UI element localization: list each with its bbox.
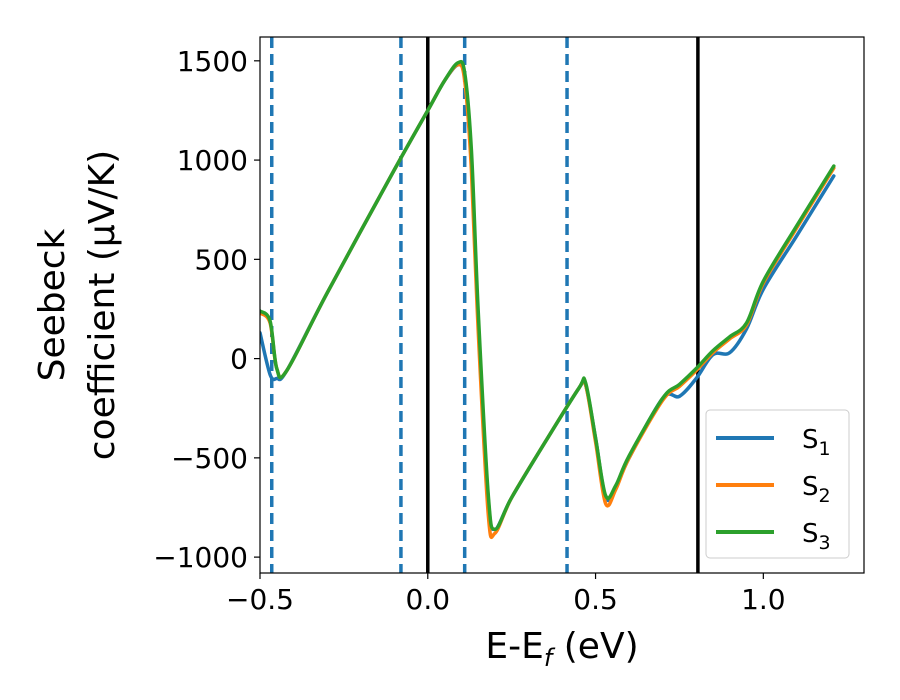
x-tick-label: 0.5 — [573, 583, 618, 616]
y-axis-label-line2: coefficient (μV/K) — [82, 150, 123, 460]
series-line-s3 — [260, 59, 836, 532]
x-axis-label: E-Ef (eV) — [485, 626, 638, 672]
x-tick-label: 1.0 — [741, 583, 786, 616]
y-tick-label: 1000 — [177, 144, 248, 177]
reference-lines — [269, 37, 700, 573]
x-tick-label: 0.0 — [406, 583, 451, 616]
y-tick-label: 1500 — [177, 45, 248, 78]
legend-label-s2: S2 — [802, 472, 831, 507]
series-layer — [260, 59, 836, 539]
y-tick-label: 500 — [195, 243, 248, 276]
legend: S1 S2 S3 — [705, 409, 850, 559]
x-tick-label: −0.5 — [226, 583, 294, 616]
legend-box — [705, 409, 850, 559]
axis-ticks: −0.5 0.0 0.5 1.0 −1000 −500 0 500 1000 1500 — [153, 45, 785, 616]
plot-frame — [259, 36, 865, 574]
y-axis-label-line1: Seebeck — [32, 228, 73, 381]
legend-label-s1: S1 — [802, 425, 831, 460]
legend-label-s3: S3 — [802, 519, 831, 554]
y-tick-label: −500 — [171, 442, 248, 475]
y-tick-label: 0 — [230, 343, 248, 376]
y-tick-label: −1000 — [153, 541, 248, 574]
